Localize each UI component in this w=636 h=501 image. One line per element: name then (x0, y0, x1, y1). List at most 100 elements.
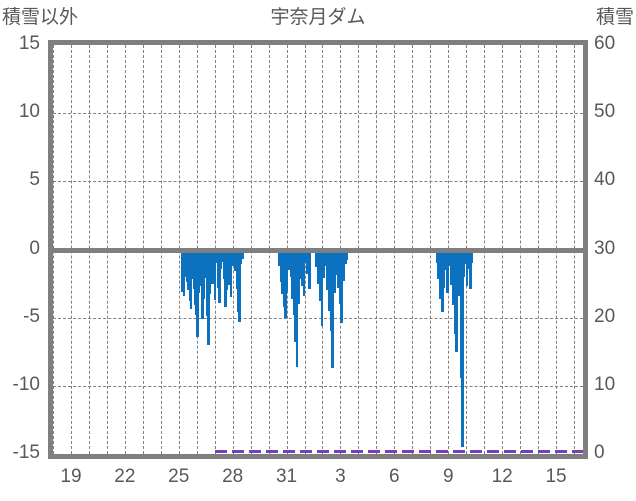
snow-depth-line-segment (367, 450, 380, 453)
x-axis-tick-label: 19 (60, 466, 82, 487)
snow-depth-line-segment (401, 450, 414, 453)
bar (435, 249, 439, 264)
bar (229, 249, 233, 298)
bar (197, 249, 201, 294)
bar (209, 249, 213, 265)
bar (462, 249, 466, 277)
bar (455, 249, 459, 352)
snow-depth-line-segment (231, 450, 244, 453)
bar (329, 249, 333, 332)
bar (335, 249, 338, 276)
bar (289, 249, 293, 277)
bar (441, 249, 444, 313)
bar (235, 249, 239, 290)
x-axis-tick-label: 31 (275, 466, 298, 487)
gridline-horizontal (53, 113, 583, 115)
right-axis-tick-label: 30 (594, 237, 616, 259)
bar (340, 249, 344, 324)
bar (216, 249, 220, 288)
bar (450, 249, 453, 285)
snow-depth-line-segment (299, 450, 312, 453)
gridline-horizontal (53, 181, 583, 183)
snow-depth-line-segment (350, 450, 363, 453)
bar (317, 249, 320, 284)
snow-depth-line-segment (418, 450, 431, 453)
snow-depth-line-segment (384, 450, 397, 453)
bar (461, 249, 464, 448)
bar (301, 249, 304, 287)
x-axis-tick-label: 25 (168, 466, 190, 487)
bar (288, 249, 291, 262)
bar (304, 249, 308, 264)
bar (437, 249, 441, 280)
bar (221, 249, 224, 262)
bar (327, 249, 331, 311)
zero-axis-line (53, 247, 583, 253)
bar (189, 249, 193, 310)
right-axis-tick-label: 40 (594, 169, 616, 191)
left-axis-tick-label: 0 (29, 237, 40, 259)
bar (207, 249, 210, 345)
bar (453, 249, 457, 335)
left-axis-tick-label: 10 (18, 101, 40, 123)
bar (324, 249, 327, 266)
right-axis-tick-label: 0 (594, 442, 605, 463)
snow-depth-line-segment (452, 450, 465, 453)
bar (182, 249, 186, 296)
bar (286, 249, 290, 270)
bar (442, 249, 446, 288)
x-axis-tick-label: 22 (114, 466, 136, 487)
bar (281, 249, 284, 295)
snow-depth-line-segment (435, 450, 448, 453)
left-axis-tick-label: -15 (12, 442, 40, 463)
bar (211, 249, 214, 284)
bar (333, 249, 336, 294)
bar (296, 249, 300, 305)
bar (213, 249, 217, 300)
x-axis-tick-label: 15 (545, 466, 567, 487)
bar (326, 249, 329, 291)
snow-depth-line-segment (571, 450, 583, 453)
bar (219, 249, 223, 269)
bar (202, 249, 205, 299)
right-axis-tick-label: 60 (594, 33, 616, 54)
snow-depth-line-segment (282, 450, 295, 453)
bar (470, 249, 474, 264)
right-axis-title: 積雪 (595, 7, 634, 28)
bar (218, 249, 221, 303)
left-axis-tick-label: 5 (29, 169, 40, 191)
x-axis-tick-label: 6 (389, 466, 400, 487)
bar (446, 249, 450, 294)
snow-depth-line-segment (316, 450, 329, 453)
bar (448, 249, 451, 266)
bar (299, 249, 303, 269)
snow-depth-line-segment (554, 450, 567, 453)
bar (315, 249, 318, 268)
bar (279, 249, 283, 283)
bar (306, 249, 309, 275)
snow-depth-line-segment (214, 450, 227, 453)
bar (345, 249, 349, 261)
snow-depth-line-segment (503, 450, 516, 453)
bar (320, 249, 324, 326)
bar (344, 249, 347, 265)
left-axis-tick-label: -10 (12, 373, 40, 395)
bar (232, 249, 236, 261)
bar (331, 249, 335, 369)
bar (224, 249, 227, 307)
bar (465, 249, 469, 287)
x-axis-tick-label: 28 (222, 466, 244, 487)
snow-depth-line-segment (333, 450, 346, 453)
snow-depth-line-segment (486, 450, 499, 453)
bar (228, 249, 231, 285)
left-axis-title: 積雪以外 (2, 7, 79, 28)
x-axis-tick-label: 12 (491, 466, 513, 487)
bar (226, 249, 230, 273)
bar (196, 249, 199, 337)
gridline-horizontal (53, 385, 583, 387)
bar (439, 249, 442, 299)
bar (239, 249, 243, 265)
snow-depth-line-segment (520, 450, 533, 453)
bar (282, 249, 286, 307)
bar (464, 249, 467, 265)
